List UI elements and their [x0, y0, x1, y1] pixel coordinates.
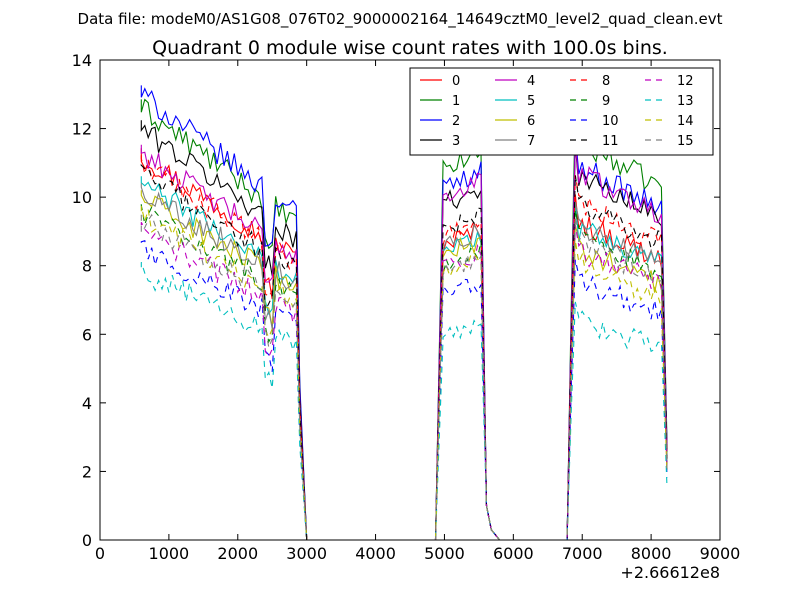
- series-line-9: [141, 204, 667, 540]
- chart-suptitle: Data file: modeM0/AS1G08_076T02_90000021…: [78, 10, 723, 29]
- legend-label-14: 14: [677, 114, 694, 129]
- legend-label-7: 7: [527, 134, 535, 149]
- legend-label-1: 1: [452, 94, 460, 109]
- x-tick-label: 5000: [424, 544, 465, 563]
- series-line-4: [141, 141, 667, 540]
- x-tick-label: 3000: [286, 544, 327, 563]
- series-line-6: [141, 190, 667, 540]
- legend-label-8: 8: [602, 74, 610, 89]
- legend-label-15: 15: [677, 134, 694, 149]
- series-line-3: [141, 120, 667, 540]
- series-line-15: [141, 215, 667, 540]
- legend-label-0: 0: [452, 74, 460, 89]
- legend-label-4: 4: [527, 74, 535, 89]
- series-line-13: [141, 262, 667, 540]
- y-tick-label: 14: [72, 51, 92, 70]
- x-tick-label: 1000: [149, 544, 190, 563]
- legend-label-3: 3: [452, 134, 460, 149]
- series-line-0: [141, 148, 667, 540]
- legend-label-5: 5: [527, 94, 535, 109]
- y-tick-label: 12: [72, 120, 92, 139]
- x-tick-label: 0: [95, 544, 105, 563]
- legend-label-13: 13: [677, 94, 694, 109]
- legend-label-6: 6: [527, 114, 535, 129]
- x-tick-label: 4000: [355, 544, 396, 563]
- legend-label-10: 10: [602, 114, 619, 129]
- legend-label-2: 2: [452, 114, 460, 129]
- legend-label-9: 9: [602, 94, 610, 109]
- y-tick-label: 4: [82, 394, 92, 413]
- chart-title: Quadrant 0 module wise count rates with …: [152, 37, 668, 59]
- y-tick-label: 6: [82, 325, 92, 344]
- y-tick-label: 10: [72, 188, 92, 207]
- x-tick-label: 2000: [217, 544, 258, 563]
- x-tick-label: 9000: [700, 544, 741, 563]
- x-tick-label: 6000: [493, 544, 534, 563]
- series-line-1: [141, 99, 667, 540]
- chart: Data file: modeM0/AS1G08_076T02_90000021…: [0, 0, 800, 600]
- x-tick-label: 8000: [631, 544, 672, 563]
- y-tick-label: 0: [82, 531, 92, 550]
- series-line-10: [141, 241, 667, 540]
- legend-label-11: 11: [602, 134, 619, 149]
- y-tick-label: 2: [82, 462, 92, 481]
- x-axis-offset-label: +2.66612e8: [620, 563, 720, 582]
- series-line-7: [141, 183, 667, 540]
- legend-label-12: 12: [677, 74, 694, 89]
- y-tick-label: 8: [82, 257, 92, 276]
- x-tick-label: 7000: [562, 544, 603, 563]
